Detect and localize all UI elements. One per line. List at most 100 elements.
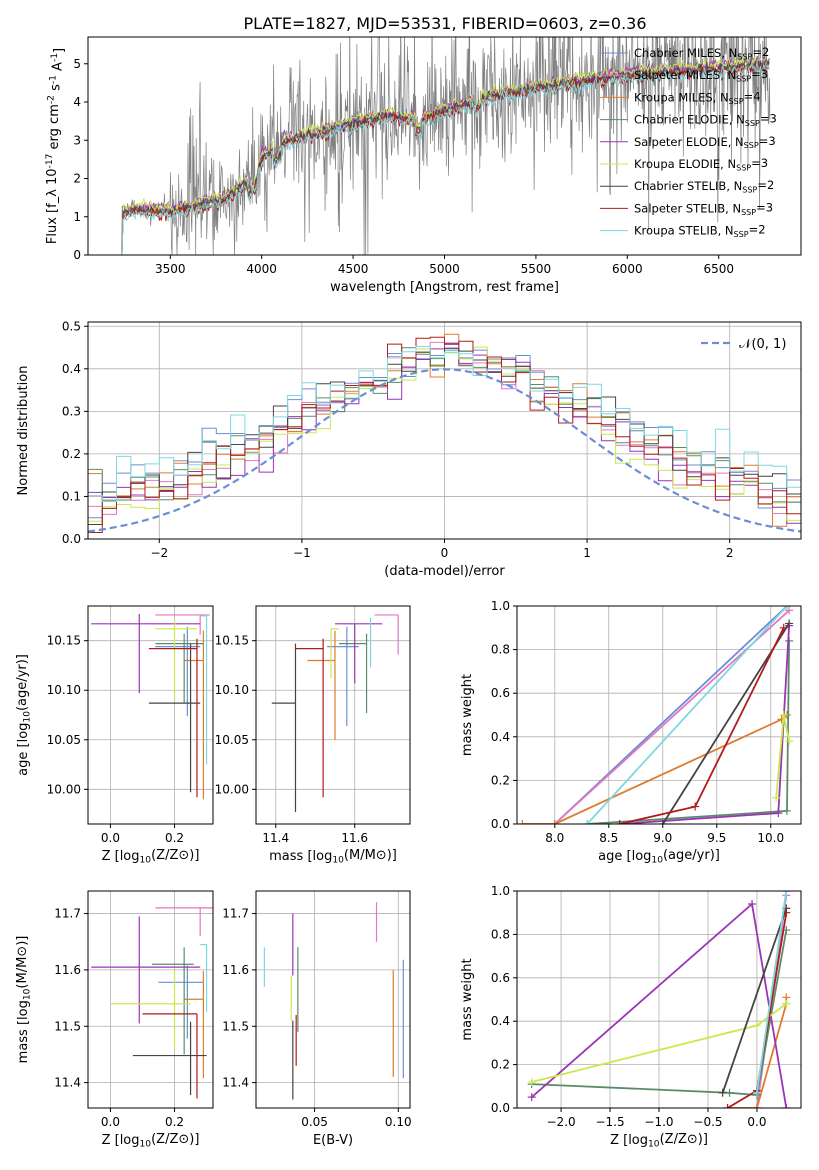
y-tick-label: 0.2 bbox=[62, 447, 81, 461]
x-tick-label: 10.0 bbox=[757, 831, 784, 845]
legend-label-sub: SSP bbox=[736, 75, 751, 84]
x-axis-label-sub: 10 bbox=[648, 1140, 660, 1150]
legend-label: Salpeter STELIB, NSSP​=3 bbox=[634, 200, 773, 216]
error-bar-point bbox=[334, 623, 383, 684]
legend-label-sub: SSP bbox=[734, 230, 749, 239]
y-tick-label: 0.8 bbox=[491, 927, 510, 941]
error-bar-point bbox=[158, 965, 204, 1039]
y-tick-label: 0.4 bbox=[491, 730, 510, 744]
error-bar-point bbox=[184, 971, 204, 1079]
x-tick-label: 8.5 bbox=[599, 831, 618, 845]
mass-weight-line bbox=[531, 929, 788, 1096]
panel-age_vs_mass: 11.4 11.6 10.00 10.05 10.10 10.15 mass [log10​… bbox=[215, 605, 411, 866]
panel-massweight_vs_age: 8.0 8.5 9.0 9.5 10.0 0.0 0.2 0.4 0.6 0.8 1.0 age [l… bbox=[460, 599, 802, 866]
mass-weight-marker bbox=[785, 619, 794, 628]
plot-area bbox=[117, 37, 771, 255]
mass-weight-line bbox=[756, 891, 788, 1093]
panel-mass_vs_Z: 0.0 0.2 11.4 11.5 11.6 11.7 Z [log10​(Z/Z⊙)] ma… bbox=[15, 890, 214, 1150]
x-axis-label-part: (age/yr)] bbox=[663, 848, 720, 863]
legend-label-part: =3 bbox=[751, 67, 768, 81]
x-axis-label-part: Z [log bbox=[610, 1133, 648, 1148]
figure-title: PLATE=1827, MJD=53531, FIBERID=0603, z=0… bbox=[243, 14, 646, 33]
y-tick-label: 0.2 bbox=[491, 773, 510, 787]
legend-label-part: Chabrier ELODIE, N bbox=[634, 113, 745, 127]
axes-overlay: 0.05 0.10 11.4 11.5 11.6 11.7 E(B-V) bbox=[222, 890, 412, 1148]
model-spectrum-line bbox=[120, 60, 770, 255]
x-axis-label-part: mass [log bbox=[269, 849, 332, 864]
axes-frame bbox=[516, 605, 802, 825]
y-tick-label: 2 bbox=[73, 172, 81, 186]
x-axis-label: Z [log10​(Z/Z⊙)] bbox=[102, 1132, 200, 1150]
y-tick-label: 10.00 bbox=[47, 782, 81, 796]
mass-weight-marker bbox=[550, 820, 559, 824]
legend-label-part: =3 bbox=[759, 134, 776, 148]
mass-weight-marker bbox=[782, 806, 791, 815]
x-tick-label: 5500 bbox=[521, 262, 552, 276]
mass-weight-marker bbox=[782, 891, 791, 895]
plot-area bbox=[271, 614, 399, 813]
legend-label-part: =3 bbox=[756, 200, 773, 214]
legend-label: Chabrier MILES, NSSP​=2 bbox=[634, 45, 769, 61]
x-axis-label: wavelength [Angstrom, rest frame] bbox=[330, 280, 559, 295]
x-axis-label-part: Z [log bbox=[102, 849, 140, 864]
model-spectrum-line bbox=[120, 56, 770, 255]
plot-area bbox=[263, 902, 404, 1100]
legend-label: Kroupa ELODIE, NSSP​=3 bbox=[634, 156, 768, 172]
y-tick-label: 0.3 bbox=[62, 404, 81, 418]
x-axis-label-part: (Z/Z⊙)] bbox=[660, 1132, 708, 1147]
error-bar-point bbox=[374, 614, 399, 655]
error-bar-point bbox=[148, 643, 201, 793]
x-tick-label: 2 bbox=[726, 546, 734, 560]
mass-weight-line bbox=[662, 622, 790, 824]
x-tick-label: 0.0 bbox=[747, 1115, 766, 1129]
error-bar-point bbox=[200, 943, 208, 1013]
y-tick-label: 0.0 bbox=[62, 532, 81, 546]
mass-weight-marker bbox=[527, 1093, 536, 1102]
axes-frame bbox=[255, 605, 411, 825]
legend-label-sub: SSP bbox=[736, 163, 751, 172]
mass-weight-line bbox=[721, 908, 788, 1094]
axes-overlay: −2 −1 0 1 2 0.0 0.1 0.2 0.3 0.4 0.5 (data-model)/er… bbox=[16, 319, 802, 579]
y-tick-label: 11.4 bbox=[54, 1076, 81, 1090]
y-tick-label: 0.6 bbox=[491, 971, 510, 985]
mass-weight-marker bbox=[718, 1088, 727, 1097]
x-axis-label: age [log10​(age/yr)] bbox=[598, 848, 720, 866]
y-axis-label-sub: 10 bbox=[23, 988, 33, 1000]
x-tick-label: −1.5 bbox=[595, 1115, 624, 1129]
mass-weight-marker bbox=[658, 820, 667, 824]
x-tick-label: 0.10 bbox=[385, 1115, 412, 1129]
mass-weight-marker bbox=[752, 1021, 761, 1030]
legend-label-part: Chabrier STELIB, N bbox=[634, 179, 742, 193]
legend-label-part: Salpeter STELIB, N bbox=[634, 201, 741, 215]
x-axis-label-part: (Z/Z⊙)] bbox=[151, 848, 199, 863]
y-tick-label: 11.7 bbox=[54, 907, 81, 921]
y-tick-label: 10.15 bbox=[47, 634, 81, 648]
y-tick-label: 10.05 bbox=[215, 733, 249, 747]
y-axis-label-sup: -2 bbox=[47, 95, 57, 104]
y-tick-label: 10.05 bbox=[47, 733, 81, 747]
x-tick-label: 9.0 bbox=[653, 831, 672, 845]
y-tick-label: 0.4 bbox=[62, 362, 81, 376]
mass-weight-marker bbox=[752, 1104, 761, 1108]
mass-weight-marker bbox=[779, 623, 788, 632]
y-tick-label: 0.8 bbox=[491, 643, 510, 657]
x-tick-label: 4000 bbox=[246, 262, 277, 276]
mass-weight-marker bbox=[782, 999, 791, 1008]
plot-area bbox=[91, 613, 210, 800]
error-bar-point bbox=[91, 916, 201, 1024]
y-tick-label: 11.6 bbox=[222, 963, 249, 977]
legend-label-part: =2 bbox=[752, 45, 769, 59]
y-axis-label-part: mass weight bbox=[460, 958, 475, 1040]
y-tick-label: 11.6 bbox=[54, 963, 81, 977]
y-tick-label: 0.0 bbox=[491, 817, 510, 831]
y-tick-label: 0.0 bbox=[491, 1101, 510, 1115]
x-axis-label: Z [log10​(Z/Z⊙)] bbox=[102, 848, 200, 866]
legend-label: Chabrier STELIB, NSSP​=2 bbox=[634, 178, 774, 194]
legend-label-sub: SSP bbox=[737, 52, 752, 61]
x-axis-label: mass [log10​(M/M⊙)] bbox=[269, 848, 397, 866]
plot-area bbox=[527, 891, 791, 1108]
y-axis-label: age [log10​(age/yr)] bbox=[15, 654, 33, 776]
y-tick-label: 1.0 bbox=[491, 599, 510, 613]
error-bar-point bbox=[132, 1021, 207, 1096]
y-axis-label-part: (M/M⊙)] bbox=[15, 936, 30, 989]
